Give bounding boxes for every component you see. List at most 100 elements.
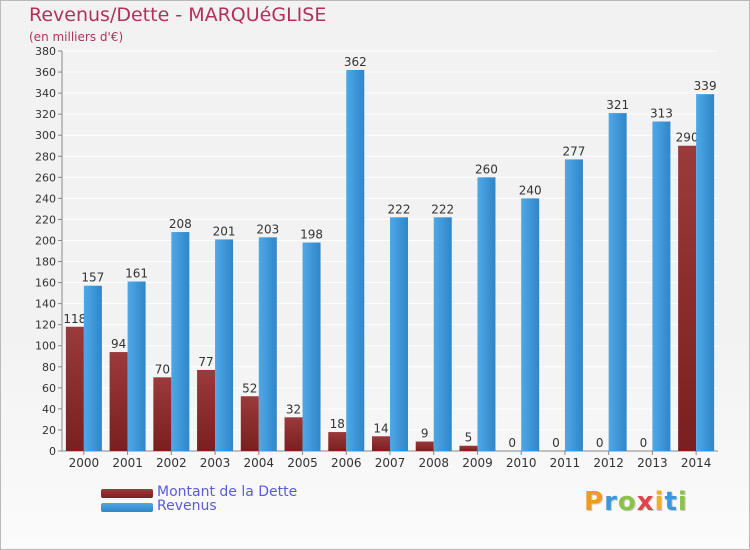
y-tick-label: 40 [42, 403, 56, 416]
data-label-debt: 5 [465, 431, 473, 445]
bar-debt [459, 445, 478, 451]
y-tick-label: 300 [35, 129, 56, 142]
y-tick-label: 60 [42, 382, 56, 395]
data-label-debt: 32 [286, 402, 301, 416]
x-tick-label: 2013 [637, 456, 668, 470]
data-label-debt: 118 [63, 312, 86, 326]
x-tick-label: 2004 [244, 456, 275, 470]
data-label-debt: 14 [373, 421, 388, 435]
data-label-revenue: 161 [125, 267, 148, 281]
data-label-revenue: 277 [562, 144, 585, 158]
bar-revenue [258, 237, 277, 451]
y-tick-label: 200 [35, 234, 56, 247]
x-tick-label: 2006 [331, 456, 362, 470]
bar-revenue [564, 159, 583, 451]
x-tick-label: 2012 [593, 456, 624, 470]
data-label-debt: 9 [421, 427, 429, 441]
y-tick-label: 160 [35, 277, 56, 290]
y-tick-label: 80 [42, 361, 56, 374]
x-tick-label: 2001 [112, 456, 143, 470]
data-label-revenue: 260 [475, 162, 498, 176]
chart-subtitle: (en milliers d'€) [29, 30, 124, 44]
logo-letter: x [636, 487, 655, 517]
bar-revenue [346, 69, 365, 452]
y-tick-label: 180 [35, 256, 56, 269]
bar-revenue [608, 113, 627, 452]
data-label-revenue: 321 [606, 98, 629, 112]
x-tick-label: 2002 [156, 456, 187, 470]
logo-letter: o [617, 487, 637, 517]
x-tick-label: 2014 [681, 456, 712, 470]
bar-revenue [390, 217, 408, 451]
bar-debt [153, 377, 172, 451]
bar-revenue [302, 242, 321, 451]
y-tick-label: 380 [35, 45, 56, 58]
data-label-revenue: 157 [81, 271, 104, 285]
legend-label-debt: Montant de la Dette [157, 484, 298, 500]
bar-debt [197, 369, 216, 451]
data-label-revenue: 222 [388, 202, 411, 216]
y-tick-label: 20 [42, 424, 56, 437]
data-label-revenue: 203 [256, 222, 279, 236]
data-label-revenue: 240 [519, 183, 542, 197]
data-label-revenue: 198 [300, 228, 323, 242]
y-tick-label: 240 [35, 192, 56, 205]
bar-debt [284, 417, 303, 451]
data-label-revenue: 201 [213, 224, 236, 238]
x-tick-label: 2010 [506, 456, 537, 470]
legend-swatch-revenue [101, 503, 153, 512]
y-tick-label: 100 [35, 340, 56, 353]
y-tick-label: 120 [35, 319, 56, 332]
bar-revenue [215, 239, 234, 451]
bar-revenue [521, 198, 540, 451]
data-label-debt: 77 [198, 355, 213, 369]
bar-debt [415, 441, 434, 451]
bar-revenue [477, 177, 496, 451]
y-tick-label: 0 [49, 445, 56, 458]
data-label-debt: 94 [111, 337, 126, 351]
x-tick-label: 2008 [418, 456, 449, 470]
bar-revenue [696, 94, 715, 451]
legend-swatch-debt [101, 489, 153, 498]
legend-label-revenue: Revenus [157, 498, 217, 514]
data-label-revenue: 313 [650, 107, 673, 121]
y-tick-label: 140 [35, 298, 56, 311]
x-tick-label: 2003 [200, 456, 231, 470]
data-label-debt: 290 [676, 131, 699, 145]
chart-title: Revenus/Dette - MARQUéGLISE [29, 4, 327, 26]
x-tick-label: 2007 [375, 456, 406, 470]
bar-debt [109, 352, 128, 451]
bar-debt [65, 326, 84, 451]
x-tick-label: 2000 [69, 456, 100, 470]
logo-letter: i [654, 487, 665, 517]
bar-revenue [652, 121, 671, 452]
data-label-revenue: 362 [344, 55, 367, 69]
y-tick-label: 340 [35, 87, 56, 100]
data-label-debt: 0 [596, 436, 604, 450]
x-tick-label: 2011 [550, 456, 581, 470]
data-label-revenue: 339 [694, 79, 717, 93]
data-label-debt: 0 [508, 436, 516, 450]
data-label-debt: 0 [640, 436, 648, 450]
logo-letter: P [584, 487, 605, 517]
y-tick-label: 260 [35, 171, 56, 184]
y-tick-label: 280 [35, 150, 56, 163]
bar-revenue [127, 281, 146, 451]
bar-debt [372, 436, 390, 451]
data-label-debt: 0 [552, 436, 560, 450]
y-tick-label: 220 [35, 213, 56, 226]
logo-letter: i [677, 487, 688, 517]
proxiti-logo: Proxiti [584, 487, 688, 517]
bar-revenue [433, 217, 452, 451]
data-label-debt: 70 [155, 362, 170, 376]
bar-debt [678, 145, 697, 451]
x-tick-label: 2005 [287, 456, 318, 470]
bar-debt [328, 432, 347, 451]
bar-debt [240, 396, 259, 451]
y-tick-label: 320 [35, 108, 56, 121]
data-label-debt: 52 [242, 381, 257, 395]
logo-letter: r [604, 487, 618, 517]
logo-letter: t [664, 487, 678, 517]
